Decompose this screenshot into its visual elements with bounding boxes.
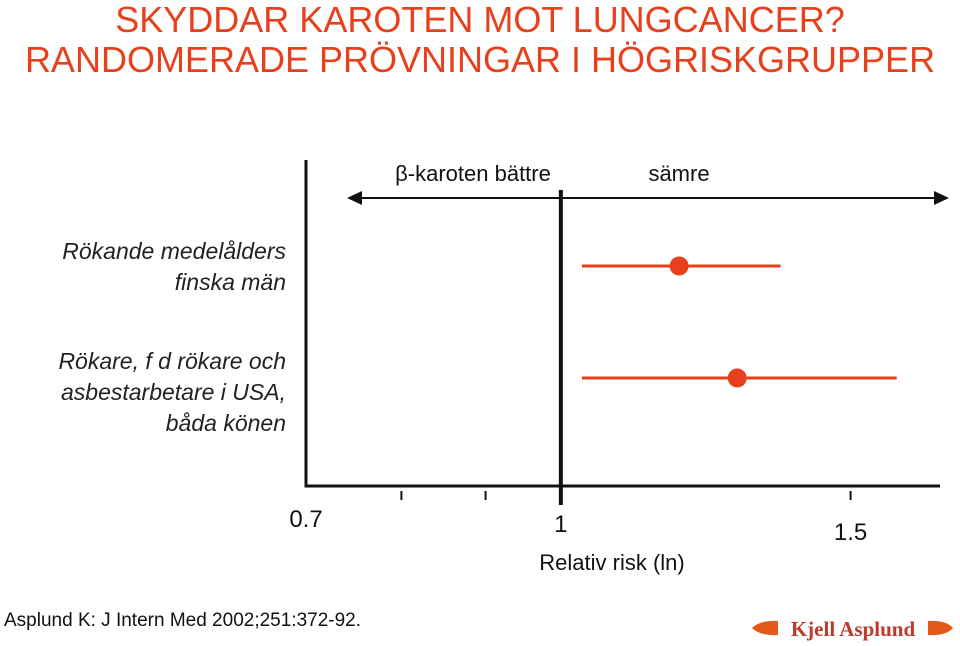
direction-arrow-right-head — [934, 191, 949, 205]
x-tick-label: 1 — [554, 511, 567, 538]
x-axis-label: Relativ risk (ln) — [539, 550, 684, 575]
point-estimate — [727, 368, 747, 388]
study-label-line: finska män — [174, 269, 286, 295]
study-label-line: asbestarbetare i USA, — [60, 379, 286, 405]
logo-right-shape — [928, 620, 953, 636]
citation: Asplund K: J Intern Med 2002;251:372-92. — [4, 610, 362, 631]
direction-arrow-left-head — [347, 191, 362, 205]
point-estimate — [669, 256, 689, 276]
title-line-1: SKYDDAR KAROTEN MOT LUNGCANCER? — [115, 0, 845, 40]
study-label-line: Rökare, f d rökare och — [58, 348, 286, 374]
direction-label-right: sämre — [648, 161, 709, 186]
logo-text: Kjell Asplund — [791, 617, 916, 641]
logo-left-shape — [752, 620, 778, 636]
x-tick-label: 0.7 — [289, 506, 322, 533]
logo: Kjell Asplund — [752, 617, 953, 641]
study-label-line: båda könen — [165, 410, 286, 436]
x-tick-label: 1.5 — [834, 519, 867, 546]
study-label-usa-smokers: Rökare, f d rökare och asbestarbetare i … — [58, 346, 286, 439]
study-label-finnish-men: Rökande medelålders finska män — [62, 236, 286, 298]
study-label-line: Rökande medelålders — [62, 238, 286, 264]
direction-label-left: β-karoten bättre — [395, 161, 551, 186]
title-line-2: RANDOMERADE PRÖVNINGAR I HÖGRISKGRUPPER — [24, 39, 936, 80]
